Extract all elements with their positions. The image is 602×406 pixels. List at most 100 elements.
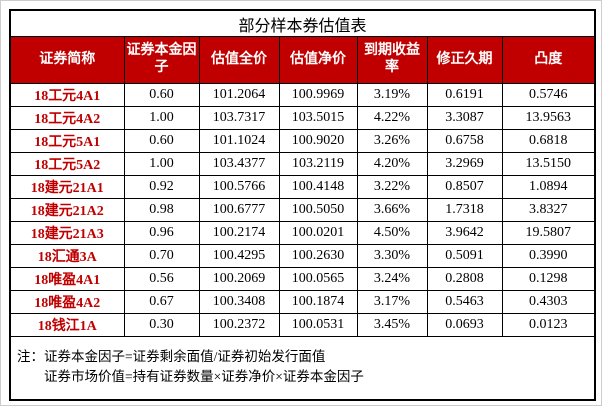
value-cell: 4.22% <box>356 106 428 130</box>
table-row: 18工元5A2 1.00 103.4377 103.2119 4.20% 3.2969 13… <box>9 152 596 176</box>
value-cell: 0.5463 <box>426 290 503 314</box>
value-cell: 0.3990 <box>501 244 596 268</box>
title-row: 部分样本券估值表 <box>9 9 596 37</box>
value-cell: 0.5091 <box>426 244 503 268</box>
value-cell: 100.6777 <box>198 198 280 222</box>
value-cell: 3.66% <box>356 198 428 222</box>
value-cell: 3.30% <box>356 244 428 268</box>
security-name-cell: 18工元4A2 <box>9 106 125 130</box>
value-cell: 1.0894 <box>501 175 596 199</box>
security-name-cell: 18唯盈4A2 <box>9 290 125 314</box>
value-cell: 0.98 <box>123 198 200 222</box>
value-cell: 103.7317 <box>198 106 280 130</box>
value-cell: 1.00 <box>123 106 200 130</box>
valuation-table: 部分样本券估值表 证券简称 证券本金因子 估值全价 估值净价 到期收益率 修正久期 凸度 1… <box>9 9 597 401</box>
value-cell: 3.3087 <box>426 106 503 130</box>
table-row: 18建元21A3 0.96 100.2174 100.0201 4.50% 3.9642 1… <box>9 221 596 245</box>
value-cell: 0.0123 <box>501 313 596 337</box>
table-row: 18工元5A1 0.60 101.1024 100.9020 3.26% 0.6758 0.… <box>9 129 596 153</box>
value-cell: 101.1024 <box>198 129 280 153</box>
value-cell: 1.7318 <box>426 198 503 222</box>
value-cell: 100.4148 <box>278 175 358 199</box>
value-cell: 0.56 <box>123 267 200 291</box>
value-cell: 0.2808 <box>426 267 503 291</box>
column-header: 估值全价 <box>198 36 280 84</box>
security-name-cell: 18钱江1A <box>9 313 125 337</box>
footnote: 注：证券本金因子=证券剩余面值/证券初始发行面值 证券市场价值=持有证券数量×证… <box>9 336 596 401</box>
security-name-cell: 18汇通3A <box>9 244 125 268</box>
value-cell: 100.2630 <box>278 244 358 268</box>
security-name-cell: 18工元5A2 <box>9 152 125 176</box>
value-cell: 13.5150 <box>501 152 596 176</box>
value-cell: 100.0201 <box>278 221 358 245</box>
value-cell: 100.9020 <box>278 129 358 153</box>
security-name-cell: 18工元4A1 <box>9 83 125 107</box>
value-cell: 0.6818 <box>501 129 596 153</box>
value-cell: 0.60 <box>123 129 200 153</box>
value-cell: 4.50% <box>356 221 428 245</box>
value-cell: 0.92 <box>123 175 200 199</box>
value-cell: 100.0565 <box>278 267 358 291</box>
value-cell: 3.19% <box>356 83 428 107</box>
value-cell: 0.8507 <box>426 175 503 199</box>
value-cell: 3.22% <box>356 175 428 199</box>
security-name-cell: 18建元21A2 <box>9 198 125 222</box>
security-name-cell: 18唯盈4A1 <box>9 267 125 291</box>
value-cell: 3.17% <box>356 290 428 314</box>
value-cell: 0.1298 <box>501 267 596 291</box>
value-cell: 3.2969 <box>426 152 503 176</box>
value-cell: 0.70 <box>123 244 200 268</box>
value-cell: 0.60 <box>123 83 200 107</box>
table-row: 18工元4A1 0.60 101.2064 100.9969 3.19% 0.6191 0.… <box>9 83 596 107</box>
value-cell: 0.67 <box>123 290 200 314</box>
value-cell: 3.8327 <box>501 198 596 222</box>
table-row: 18汇通3A 0.70 100.4295 100.2630 3.30% 0.5091 0.3… <box>9 244 596 268</box>
value-cell: 100.4295 <box>198 244 280 268</box>
value-cell: 19.5807 <box>501 221 596 245</box>
value-cell: 100.9969 <box>278 83 358 107</box>
value-cell: 3.9642 <box>426 221 503 245</box>
column-header: 到期收益率 <box>356 36 428 84</box>
value-cell: 3.26% <box>356 129 428 153</box>
table-row: 18建元21A2 0.98 100.6777 100.5050 3.66% 1.7318 3… <box>9 198 596 222</box>
value-cell: 0.6758 <box>426 129 503 153</box>
value-cell: 100.2069 <box>198 267 280 291</box>
value-cell: 100.0531 <box>278 313 358 337</box>
security-name-cell: 18建元21A1 <box>9 175 125 199</box>
value-cell: 1.00 <box>123 152 200 176</box>
value-cell: 100.5050 <box>278 198 358 222</box>
value-cell: 100.2174 <box>198 221 280 245</box>
value-cell: 100.2372 <box>198 313 280 337</box>
table-body: 18工元4A1 0.60 101.2064 100.9969 3.19% 0.6191 0.… <box>9 83 596 337</box>
value-cell: 0.4303 <box>501 290 596 314</box>
security-name-cell: 18建元21A3 <box>9 221 125 245</box>
value-cell: 13.9563 <box>501 106 596 130</box>
note-row: 注：证券本金因子=证券剩余面值/证券初始发行面值 证券市场价值=持有证券数量×证… <box>9 336 596 401</box>
value-cell: 3.45% <box>356 313 428 337</box>
footnote-line-1: 注：证券本金因子=证券剩余面值/证券初始发行面值 <box>17 348 326 364</box>
header-row: 证券简称 证券本金因子 估值全价 估值净价 到期收益率 修正久期 凸度 <box>9 36 596 84</box>
value-cell: 4.20% <box>356 152 428 176</box>
column-header: 估值净价 <box>278 36 358 84</box>
value-cell: 3.24% <box>356 267 428 291</box>
value-cell: 100.3408 <box>198 290 280 314</box>
value-cell: 103.2119 <box>278 152 358 176</box>
value-cell: 0.5746 <box>501 83 596 107</box>
table-row: 18唯盈4A1 0.56 100.2069 100.0565 3.24% 0.2808 0.… <box>9 267 596 291</box>
security-name-cell: 18工元5A1 <box>9 129 125 153</box>
value-cell: 0.6191 <box>426 83 503 107</box>
value-cell: 103.5015 <box>278 106 358 130</box>
value-cell: 100.1874 <box>278 290 358 314</box>
value-cell: 0.30 <box>123 313 200 337</box>
column-header: 证券简称 <box>9 36 125 84</box>
table-row: 18工元4A2 1.00 103.7317 103.5015 4.22% 3.3087 13… <box>9 106 596 130</box>
value-cell: 0.0693 <box>426 313 503 337</box>
value-cell: 103.4377 <box>198 152 280 176</box>
column-header: 凸度 <box>501 36 596 84</box>
value-cell: 100.5766 <box>198 175 280 199</box>
footnote-line-2: 证券市场价值=持有证券数量×证券净价×证券本金因子 <box>44 369 364 384</box>
value-cell: 0.96 <box>123 221 200 245</box>
table-row: 18建元21A1 0.92 100.5766 100.4148 3.22% 0.8507 1… <box>9 175 596 199</box>
value-cell: 101.2064 <box>198 83 280 107</box>
